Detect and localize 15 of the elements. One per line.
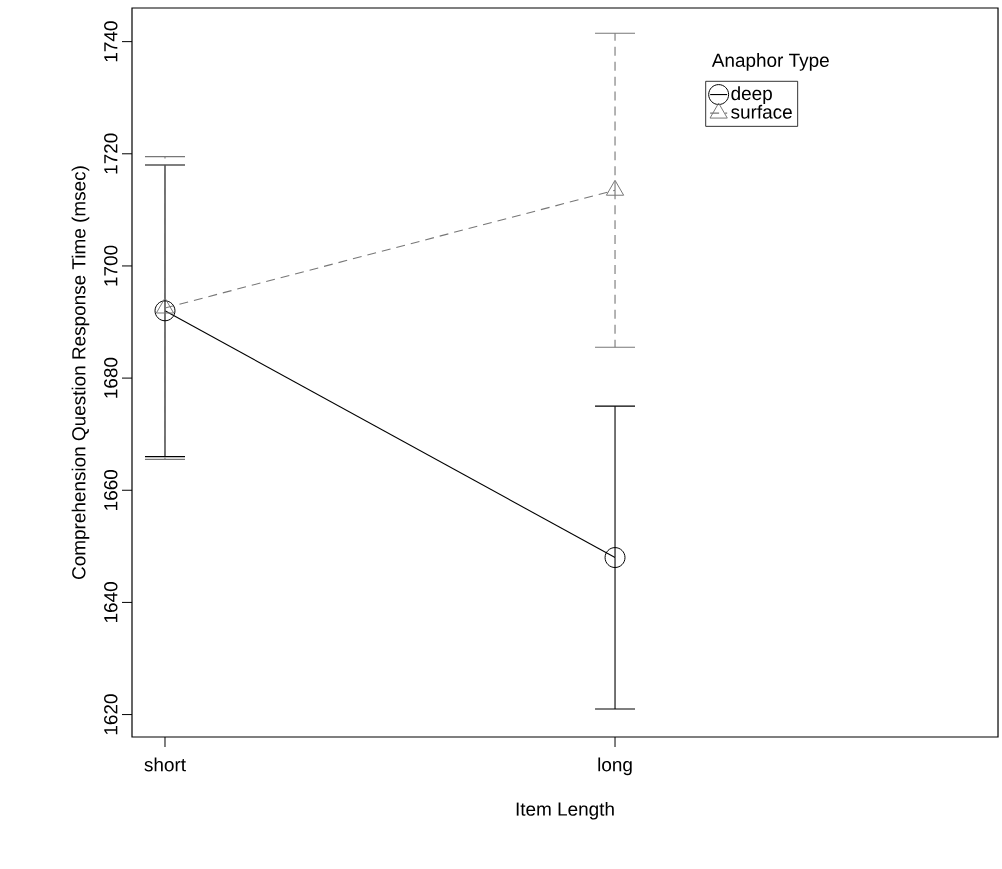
y-axis-title: Comprehension Question Response Time (msec) bbox=[71, 166, 90, 579]
y-tick-label: 1640 bbox=[104, 582, 118, 623]
y-tick-label: 1620 bbox=[104, 694, 118, 735]
y-tick-label: 1720 bbox=[104, 133, 118, 174]
legend-label: surface bbox=[731, 104, 792, 119]
legend-label: deep bbox=[731, 86, 772, 104]
point bbox=[604, 547, 626, 569]
x-tick-label: long bbox=[598, 757, 632, 776]
legend-title: Anaphor Type bbox=[711, 53, 829, 71]
x-tick-label: short bbox=[144, 757, 186, 772]
x-axis-title: Item Length bbox=[516, 801, 614, 820]
y-tick-label: 1700 bbox=[104, 245, 118, 286]
y-tick-label: 1660 bbox=[104, 469, 118, 510]
y-tick-label: 1740 bbox=[104, 21, 118, 62]
y-tick-label: 1680 bbox=[104, 357, 118, 398]
